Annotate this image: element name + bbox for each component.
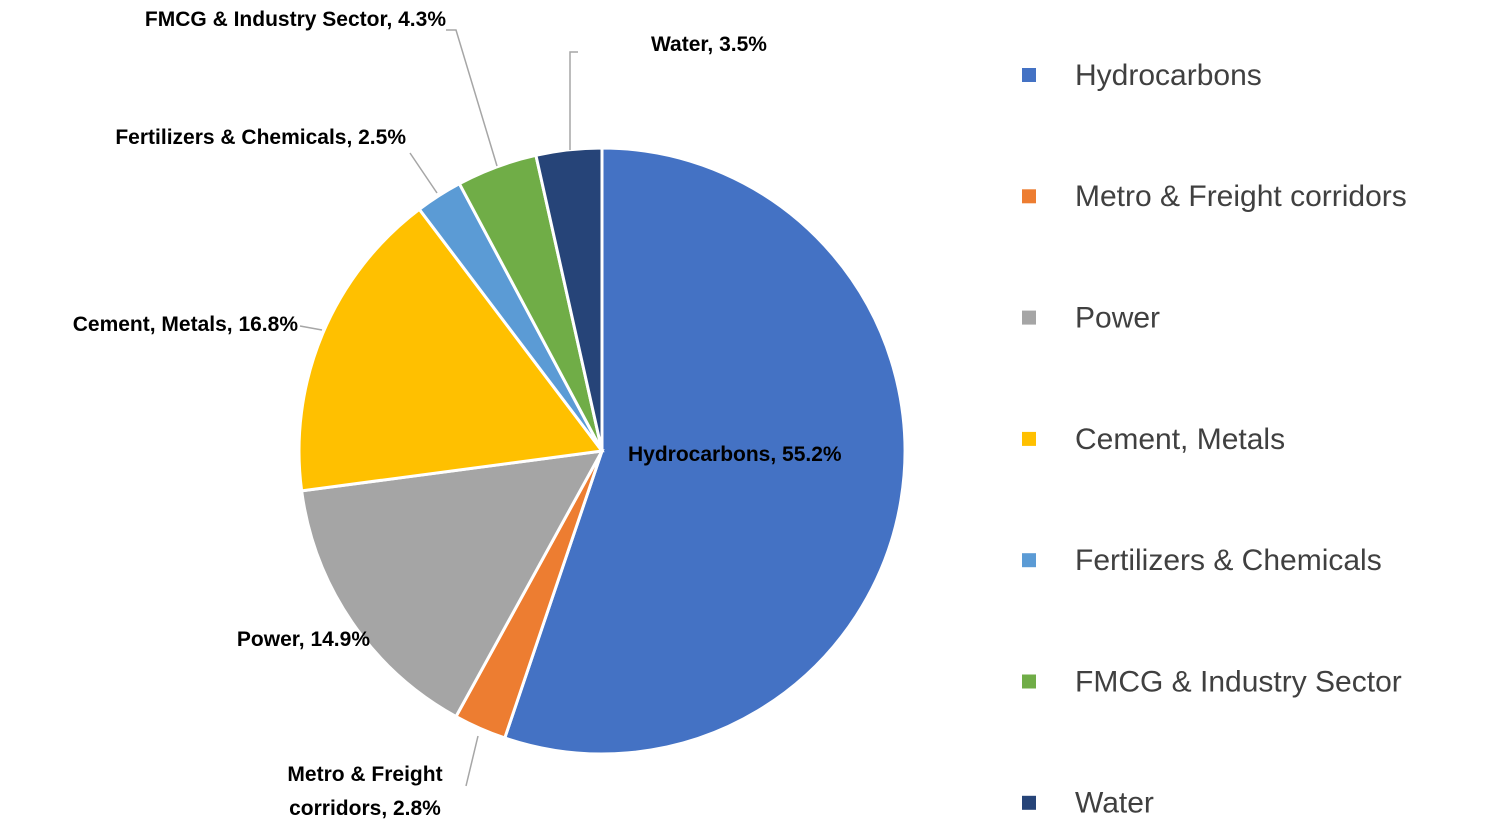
leader-line <box>409 152 438 194</box>
legend-swatch <box>1022 189 1036 204</box>
pie-slice <box>299 449 605 719</box>
legend-label: Water <box>1075 787 1154 820</box>
data-label: Metro & Freight corridors, 2.8% <box>287 763 443 820</box>
leader-line <box>299 325 323 331</box>
legend-swatch <box>1022 68 1036 82</box>
legend-swatch <box>1022 310 1036 325</box>
data-label: Hydrocarbons, 55.2% <box>628 443 842 466</box>
legend-label: Metro & Freight corridors <box>1075 180 1407 213</box>
legend-swatch <box>1022 553 1036 568</box>
leader-line <box>569 51 578 150</box>
data-label: Power, 14.9% <box>236 628 370 651</box>
data-label: FMCG & Industry Sector, 4.3% <box>144 8 446 31</box>
legend-label: Cement, Metals <box>1075 423 1285 456</box>
leader-line <box>465 735 479 787</box>
data-label: Fertilizers & Chemicals, 2.5% <box>115 126 406 149</box>
data-label: Cement, Metals, 16.8% <box>72 313 298 336</box>
pie-slice <box>502 146 907 756</box>
legend-swatch <box>1022 674 1036 689</box>
data-label: Water, 3.5% <box>651 33 767 56</box>
pie-slice <box>297 207 605 493</box>
legend-label: Power <box>1075 302 1160 335</box>
legend-swatch <box>1022 431 1036 446</box>
legend-label: Hydrocarbons <box>1075 59 1262 92</box>
legend-swatch <box>1022 795 1036 810</box>
pie-slice <box>534 146 604 452</box>
legend-label: FMCG & Industry Sector <box>1075 665 1402 698</box>
legend-label: Fertilizers & Chemicals <box>1075 544 1382 577</box>
leader-line <box>446 29 498 167</box>
